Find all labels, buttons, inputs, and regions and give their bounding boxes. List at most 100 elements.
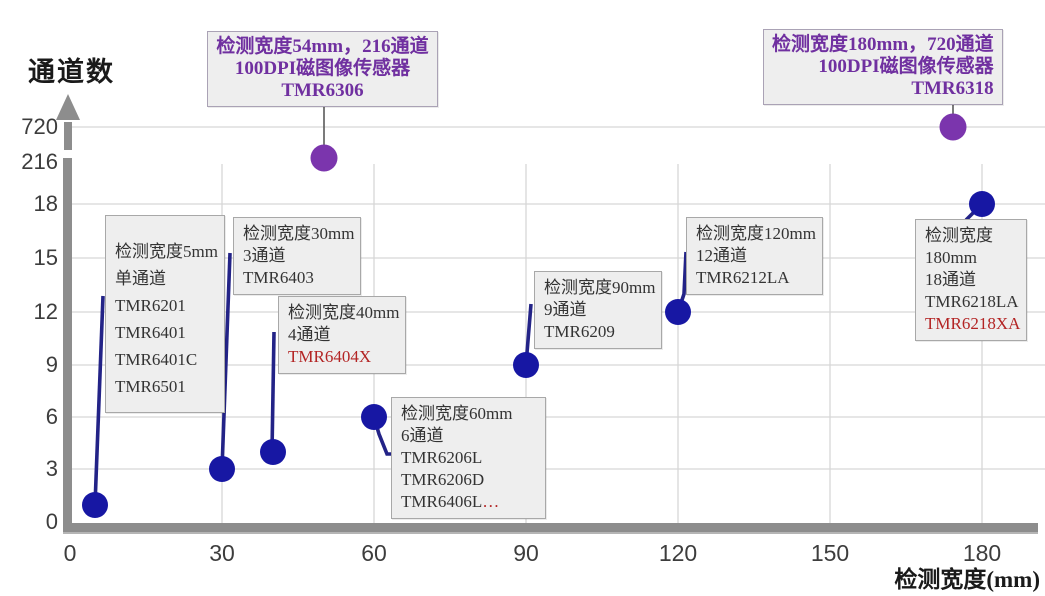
data-point-s180 — [939, 113, 967, 141]
callout-line: 检测宽度40mm — [288, 302, 399, 324]
callout-line: TMR6306 — [216, 80, 429, 102]
callout-line: 3通道 — [243, 245, 354, 267]
y-tick-label: 3 — [45, 456, 58, 481]
callout-text: 检测宽度5mm — [115, 242, 218, 261]
y-tick-label: 12 — [33, 299, 58, 324]
callout-line: 检测宽度180mm，720通道 — [772, 34, 994, 56]
callout-text: TMR6401 — [115, 323, 186, 342]
callout-text: TMR6206L — [401, 448, 483, 467]
callout-text: TMR6201 — [115, 296, 186, 315]
callout-text: TMR6218LA — [925, 292, 1019, 311]
x-tick-label: 30 — [209, 540, 235, 566]
callout-text: TMR6209 — [544, 322, 615, 341]
data-point-s54 — [310, 144, 338, 172]
x-axis-title: 检测宽度(mm) — [894, 567, 1040, 592]
callout-line: TMR6401C — [115, 346, 218, 373]
callout-s180: 检测宽度180mm，720通道 100DPI磁图像传感器 TMR6318 — [763, 29, 1003, 105]
data-point-p120 — [665, 299, 691, 325]
callout-text: 4通道 — [288, 325, 331, 344]
callout-text: 检测宽度54mm，216通道 — [216, 36, 429, 57]
highlighted-model-text: … — [482, 492, 500, 511]
callout-text: 检测宽度60mm — [401, 404, 513, 423]
callout-p90: 检测宽度90mm 9通道 TMR6209 — [534, 271, 663, 349]
callout-text: 180mm — [925, 248, 977, 267]
callout-line: 检测宽度60mm — [401, 403, 539, 425]
callout-text: TMR6212LA — [696, 268, 790, 287]
y-tick-label: 15 — [33, 245, 58, 270]
callout-p120: 检测宽度120mm 12通道 TMR6212LA — [686, 217, 823, 295]
x-tick-label: 180 — [962, 540, 1002, 566]
callout-text: TMR6501 — [115, 377, 186, 396]
callout-line: 检测宽度5mm — [115, 238, 218, 265]
callout-text: 检测宽度30mm — [243, 224, 355, 243]
y-tick-label: 216 — [21, 149, 58, 174]
callout-line: 180mm — [925, 247, 1020, 269]
callout-text: TMR6318 — [911, 78, 994, 99]
callout-text: 100DPI磁图像传感器 — [234, 58, 411, 79]
x-tick-label: 90 — [513, 540, 539, 566]
y-tick-label: 18 — [33, 191, 58, 216]
callout-text: TMR6206D — [401, 470, 485, 489]
x-axis-line — [63, 523, 1038, 532]
callout-p60: 检测宽度60mm 6通道 TMR6206L TMR6206D TMR6406L… — [391, 397, 546, 519]
callout-line: TMR6206D — [401, 469, 539, 491]
data-point-p30 — [209, 456, 235, 482]
y-axis-title: 通道数 — [28, 57, 115, 87]
callout-line: 检测宽度30mm — [243, 223, 354, 245]
callout-text: 100DPI磁图像传感器 — [818, 56, 994, 77]
callout-s54: 检测宽度54mm，216通道 100DPI磁图像传感器 TMR6306 — [207, 31, 438, 107]
callout-text: 3通道 — [243, 246, 286, 265]
y-tick-label: 720 — [21, 114, 58, 139]
callout-p30: 检测宽度30mm 3通道 TMR6403 — [233, 217, 362, 295]
callout-text: TMR6403 — [243, 268, 314, 287]
callout-line: TMR6501 — [115, 373, 218, 400]
x-tick-label: 0 — [63, 540, 77, 566]
callout-line: 检测宽度90mm — [544, 277, 655, 299]
callout-line: 6通道 — [401, 425, 539, 447]
data-point-p40 — [260, 439, 286, 465]
y-tick-label: 9 — [45, 352, 58, 377]
callout-line: TMR6406L… — [401, 491, 539, 513]
y-tick-label: 6 — [45, 404, 58, 429]
callout-line: TMR6212LA — [696, 267, 816, 289]
callout-line: TMR6201 — [115, 292, 218, 319]
callout-line: TMR6401 — [115, 319, 218, 346]
callout-line: TMR6218XA — [925, 313, 1020, 335]
data-point-p60 — [361, 404, 387, 430]
highlighted-model-text: TMR6218XA — [925, 314, 1021, 333]
x-tick-label: 120 — [658, 540, 698, 566]
callout-text: 12通道 — [696, 246, 747, 265]
callout-line: 100DPI磁图像传感器 — [216, 58, 429, 80]
callout-text: TMR6401C — [115, 350, 198, 369]
leader-line-p5 — [93, 295, 105, 506]
y-axis-break-segment — [64, 122, 72, 150]
callout-text: TMR6306 — [281, 80, 364, 101]
callout-text: 检测宽度90mm — [544, 278, 656, 297]
callout-line: 单通道 — [115, 265, 218, 292]
callout-line: 12通道 — [696, 245, 816, 267]
callout-p40: 检测宽度40mm 4通道 TMR6404X — [278, 296, 407, 374]
data-point-p90 — [513, 352, 539, 378]
callout-text: 18通道 — [925, 270, 976, 289]
callout-line: TMR6318 — [772, 78, 994, 100]
callout-text: 检测宽度180mm，720通道 — [772, 34, 994, 55]
callout-line: 4通道 — [288, 324, 399, 346]
y-axis-line — [63, 158, 72, 531]
callout-line: TMR6403 — [243, 267, 354, 289]
data-point-p180 — [969, 191, 995, 217]
callout-line: 检测宽度54mm，216通道 — [216, 36, 429, 58]
callout-line: TMR6404X — [288, 346, 399, 368]
data-point-p5 — [82, 492, 108, 518]
callout-p5: 检测宽度5mm 单通道 TMR6201 TMR6401 TMR6401C TMR6501 — [105, 215, 225, 413]
callout-text: 单通道 — [115, 269, 166, 288]
callout-p180: 检测宽度 180mm 18通道 TMR6218LA TMR6218XA — [915, 219, 1028, 341]
leader-line-p30 — [220, 252, 232, 470]
callout-text: 检测宽度40mm — [288, 303, 400, 322]
callout-text: 检测宽度 — [925, 226, 993, 245]
x-tick-label: 150 — [810, 540, 850, 566]
callout-line: 18通道 — [925, 269, 1020, 291]
callout-line: TMR6206L — [401, 447, 539, 469]
highlighted-model-text: TMR6404X — [288, 347, 372, 366]
callout-text: 9通道 — [544, 300, 587, 319]
